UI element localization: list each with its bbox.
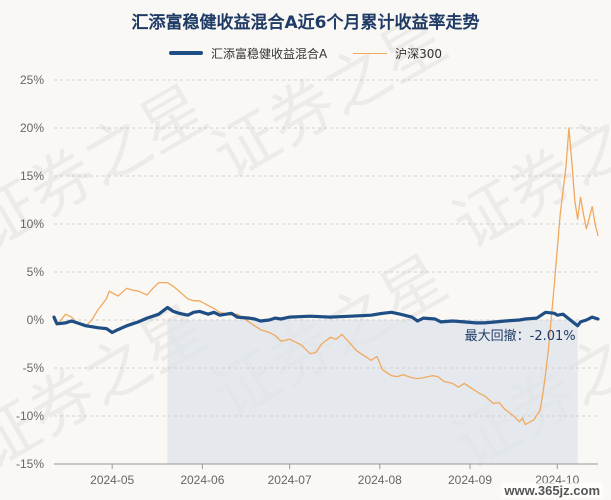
chart-legend: 汇添富稳健收益混合A 沪深300: [0, 44, 611, 62]
series-line-index: [53, 127, 599, 426]
y-tick-label: 25%: [20, 73, 44, 87]
x-tick-label: 2024-07: [268, 473, 312, 487]
watermark-text-1: 证券之星: [201, 2, 460, 194]
chart-title: 汇添富稳健收益混合A近6个月累计收益率走势: [131, 13, 480, 33]
legend-label-fund: 汇添富稳健收益混合A: [210, 46, 328, 61]
watermark-text-2: 证券之星: [441, 72, 611, 264]
legend-swatch-fund: [168, 51, 203, 55]
x-tick-label: 2024-09: [448, 473, 492, 487]
x-tick-label: 2024-05: [90, 473, 134, 487]
watermark-text-0: 证券之星: [0, 72, 220, 264]
y-tick-label: -10%: [16, 409, 44, 423]
y-tick-label: 15%: [20, 169, 44, 183]
series-line-fund: [52, 305, 600, 335]
site-watermark: www.365jz.com: [501, 483, 603, 498]
y-tick-label: 5%: [27, 265, 45, 279]
y-tick-label: -5%: [23, 361, 45, 375]
x-tick-label: 2024-08: [358, 473, 402, 487]
x-tick-label: 2024-06: [180, 473, 224, 487]
legend-label-index: 沪深300: [395, 46, 443, 61]
y-tick-label: -15%: [16, 457, 44, 471]
legend-item-fund[interactable]: 汇添富稳健收益混合A: [168, 45, 328, 62]
y-tick-label: 20%: [20, 121, 44, 135]
y-tick-label: 10%: [20, 217, 44, 231]
drawdown-shade: [167, 320, 578, 464]
drawdown-label: 最大回撤：-2.01%: [465, 328, 576, 344]
y-tick-label: 0%: [27, 313, 45, 327]
legend-item-index[interactable]: 沪深300: [353, 45, 442, 62]
y-axis: -15% -10% -5% 0% 5% 10% 15% 20% 25%: [16, 73, 44, 471]
legend-swatch-index: [353, 52, 388, 54]
series-layer: [52, 127, 600, 426]
